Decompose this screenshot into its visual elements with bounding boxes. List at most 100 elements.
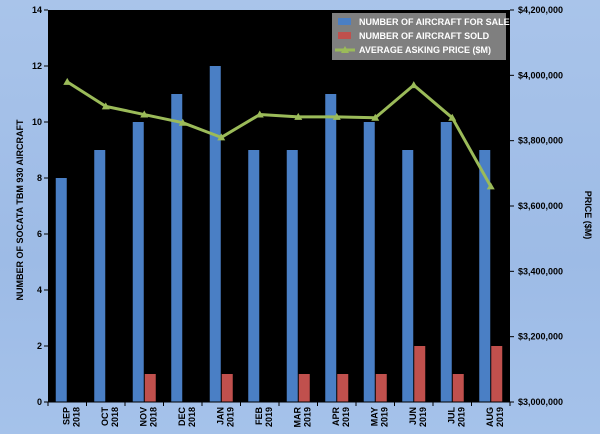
x-tick-label: NOV2018 bbox=[138, 407, 158, 427]
bar-for-sale bbox=[55, 178, 67, 402]
bar-for-sale bbox=[325, 94, 337, 402]
x-tick-month: JAN bbox=[215, 407, 225, 425]
y-axis-ticks: 0 2 4 6 8 10 12 14 bbox=[32, 5, 48, 407]
price-marker bbox=[140, 110, 149, 118]
price-marker bbox=[63, 77, 72, 85]
price-marker bbox=[332, 112, 341, 120]
bar-sold bbox=[298, 374, 310, 402]
legend-box bbox=[332, 13, 506, 60]
x-tick-month: FEB bbox=[254, 406, 264, 425]
bar-for-sale bbox=[209, 66, 221, 402]
y2-axis-title: PRICE ($M) bbox=[583, 191, 593, 240]
legend-swatch bbox=[338, 32, 351, 39]
price-marker bbox=[409, 81, 418, 89]
x-tick-label: JAN2019 bbox=[215, 407, 235, 427]
legend-label: NUMBER OF AIRCRAFT SOLD bbox=[359, 31, 490, 41]
legend-swatch bbox=[338, 18, 351, 25]
x-tick-year: 2019 bbox=[456, 407, 466, 427]
price-marker bbox=[255, 110, 264, 118]
price-marker bbox=[101, 102, 110, 110]
x-tick-month: DEC bbox=[177, 407, 187, 427]
bar-for-sale bbox=[132, 122, 144, 402]
y-tick-label: 2 bbox=[37, 341, 42, 351]
y-tick-label: 6 bbox=[37, 229, 42, 239]
bar-for-sale bbox=[94, 150, 106, 402]
x-tick-label: MAR2019 bbox=[292, 407, 312, 428]
bar-sold bbox=[414, 346, 426, 402]
bar-sold bbox=[221, 374, 233, 402]
x-tick-label: MAY2019 bbox=[369, 407, 389, 427]
y2-tick-label: $3,400,000 bbox=[518, 266, 563, 276]
y-tick-label: 10 bbox=[32, 117, 42, 127]
x-tick-year: 2019 bbox=[418, 407, 428, 427]
bar-for-sale bbox=[171, 94, 183, 402]
x-tick-month: AUG bbox=[485, 407, 495, 427]
bar-sold bbox=[491, 346, 503, 402]
x-axis-ticks: SEP2018 OCT2018 NOV2018 DEC2018 JAN2019 FEB20… bbox=[47, 402, 511, 428]
price-marker bbox=[294, 112, 303, 120]
price-marker bbox=[178, 118, 187, 126]
y-axis-title: NUMBER OF SOCATA TBM 930 AIRCRAFT bbox=[15, 119, 25, 301]
x-tick-label: DEC2018 bbox=[177, 407, 197, 428]
x-tick-year: 2019 bbox=[495, 407, 505, 427]
x-tick-month: SEP bbox=[61, 407, 71, 425]
x-tick-label: JUN2019 bbox=[408, 407, 428, 427]
bar-sold bbox=[337, 374, 349, 402]
x-tick-year: 2019 bbox=[264, 407, 274, 427]
y-tick-label: 8 bbox=[37, 173, 42, 183]
x-tick-month: APR bbox=[331, 407, 341, 427]
price-line bbox=[66, 80, 493, 188]
bar-sold bbox=[452, 374, 464, 402]
y-tick-label: 14 bbox=[32, 5, 42, 15]
y-tick-label: 12 bbox=[32, 61, 42, 71]
y2-tick-label: $3,800,000 bbox=[518, 136, 563, 146]
y2-axis-ticks: $3,000,000 $3,200,000 $3,400,000 $3,600,000… bbox=[510, 5, 563, 407]
y2-tick-label: $3,200,000 bbox=[518, 332, 563, 342]
legend-label: NUMBER OF AIRCRAFT FOR SALE bbox=[359, 17, 510, 27]
y2-tick-label: $3,000,000 bbox=[518, 397, 563, 407]
bar-for-sale bbox=[479, 150, 491, 402]
bar-for-sale bbox=[248, 150, 260, 402]
price-marker bbox=[486, 182, 495, 190]
x-tick-year: 2019 bbox=[302, 407, 312, 427]
y-tick-label: 0 bbox=[37, 397, 42, 407]
x-tick-year: 2019 bbox=[225, 407, 235, 427]
y2-tick-label: $4,000,000 bbox=[518, 70, 563, 80]
legend-marker bbox=[341, 46, 349, 53]
x-tick-label: AUG2019 bbox=[485, 407, 505, 427]
y2-tick-label: $3,600,000 bbox=[518, 201, 563, 211]
x-tick-month: OCT bbox=[100, 407, 110, 427]
x-tick-label: OCT2018 bbox=[100, 407, 120, 428]
x-tick-year: 2018 bbox=[110, 407, 120, 427]
x-tick-month: JUN bbox=[408, 407, 418, 425]
x-tick-label: APR2019 bbox=[331, 407, 351, 428]
x-tick-year: 2018 bbox=[71, 407, 81, 427]
x-tick-month: MAY bbox=[369, 407, 379, 426]
price-marker bbox=[217, 133, 226, 141]
price-line-group bbox=[63, 77, 495, 190]
plot-area bbox=[48, 10, 510, 402]
x-tick-label: FEB2019 bbox=[254, 406, 274, 427]
price-marker bbox=[448, 113, 457, 121]
bar-for-sale bbox=[363, 122, 375, 402]
x-tick-month: JUL bbox=[446, 407, 456, 425]
bar-for-sale bbox=[402, 150, 414, 402]
x-tick-month: NOV bbox=[138, 407, 148, 427]
legend: NUMBER OF AIRCRAFT FOR SALE NUMBER OF AIR… bbox=[332, 13, 510, 60]
bar-sold bbox=[144, 374, 156, 402]
bar-for-sale bbox=[286, 150, 298, 402]
x-tick-label: SEP2018 bbox=[61, 407, 81, 427]
x-tick-year: 2018 bbox=[148, 407, 158, 427]
bar-sold bbox=[375, 374, 387, 402]
x-tick-year: 2019 bbox=[341, 407, 351, 427]
y2-tick-label: $4,200,000 bbox=[518, 5, 563, 15]
x-tick-label: JUL2019 bbox=[446, 407, 466, 428]
legend-label: AVERAGE ASKING PRICE ($M) bbox=[359, 45, 491, 55]
x-tick-year: 2018 bbox=[187, 407, 197, 427]
bar-group bbox=[55, 66, 503, 402]
x-tick-year: 2019 bbox=[379, 407, 389, 427]
price-marker bbox=[371, 113, 380, 121]
bar-for-sale bbox=[440, 122, 452, 402]
y-tick-label: 4 bbox=[37, 285, 42, 295]
